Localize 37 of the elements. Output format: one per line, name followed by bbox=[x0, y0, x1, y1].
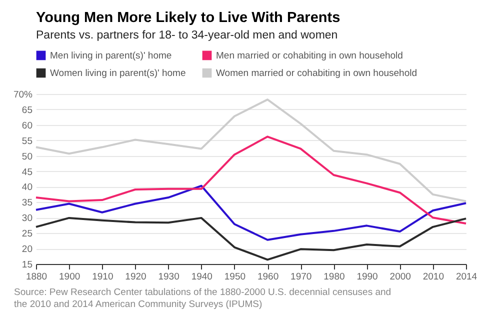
y-tick-label: 45 bbox=[22, 166, 32, 178]
line-series bbox=[35, 98, 467, 202]
line-series bbox=[35, 136, 467, 225]
x-tick-label: 1920 bbox=[125, 272, 146, 282]
y-tick-label: 40 bbox=[22, 182, 32, 194]
chart-subtitle: Parents vs. partners for 18- to 34-year-old men and women bbox=[36, 30, 338, 42]
y-tick-label: 20 bbox=[22, 244, 32, 256]
legend-label: Men married or cohabiting in own household bbox=[216, 50, 403, 62]
legend-label: Women living in parent(s)' home bbox=[50, 68, 186, 79]
y-tick-label: 55 bbox=[22, 136, 32, 147]
x-tick-label: 1910 bbox=[92, 272, 114, 282]
legend-label: Men living in parent(s)' home bbox=[50, 50, 172, 62]
x-tick-label: 1900 bbox=[59, 272, 80, 282]
x-tick-label: 1960 bbox=[257, 272, 279, 282]
x-tick-label: 1980 bbox=[324, 272, 345, 282]
x-tick-label: 1990 bbox=[356, 272, 378, 282]
line-series bbox=[35, 184, 467, 241]
x-tick-label: 2010 bbox=[422, 272, 444, 282]
x-tick-label: 1930 bbox=[158, 272, 180, 282]
y-tick-label: 35 bbox=[22, 198, 32, 209]
x-tick-label: 2014 bbox=[456, 272, 478, 282]
x-tick-label: 1880 bbox=[26, 272, 48, 282]
y-tick-label: 50 bbox=[22, 151, 32, 162]
y-tick-label: 70% bbox=[13, 90, 34, 100]
x-tick-label: 1940 bbox=[191, 272, 212, 282]
line-series bbox=[35, 216, 467, 261]
source-note: Source: Pew Research Center tabulations of the 1880-2000 U.S. decennial censuses and the 2010 and 2014 American Community Surveys (IPUMS) bbox=[14, 287, 392, 311]
chart-title: Young Men More Likely to Live With Parents bbox=[36, 10, 340, 26]
y-tick-label: 60 bbox=[22, 120, 32, 132]
x-tick-label: 2000 bbox=[390, 272, 411, 282]
x-tick-label: 1950 bbox=[224, 272, 246, 282]
x-tick-label: 1970 bbox=[290, 272, 312, 282]
legend-label: Women married or cohabiting in own household bbox=[216, 68, 418, 79]
y-tick-label: 65 bbox=[22, 104, 32, 116]
y-tick-label: 25 bbox=[22, 228, 32, 240]
y-tick-label: 30 bbox=[22, 213, 32, 224]
y-tick-label: 15 bbox=[22, 260, 32, 270]
